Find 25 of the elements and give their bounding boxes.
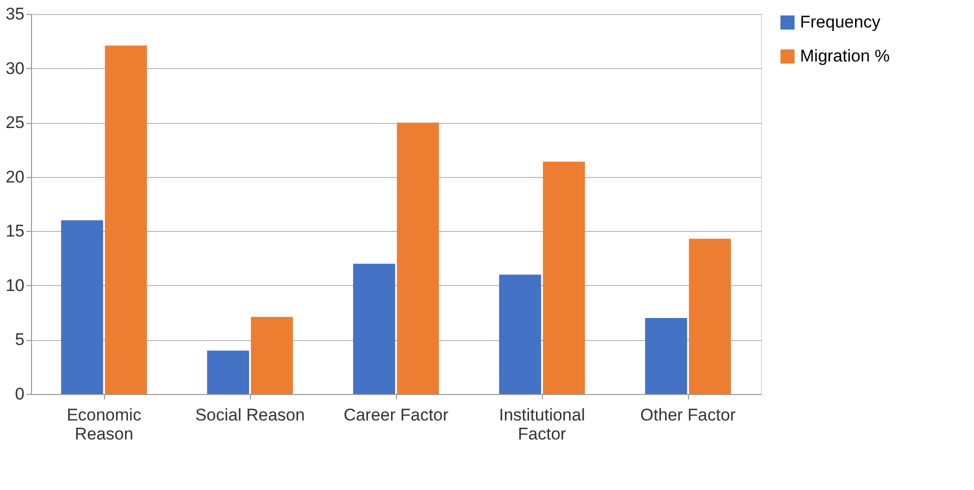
bar — [688, 238, 731, 394]
x-tick-label: Social Reason — [195, 406, 305, 424]
y-tick-label: 20 — [6, 167, 24, 186]
bar — [396, 122, 439, 394]
x-tick-label: Career Factor — [344, 406, 449, 424]
bar — [353, 264, 396, 394]
x-tick-label: Economic Reason — [66, 406, 142, 444]
bar — [61, 220, 104, 394]
y-tick-label: 35 — [6, 4, 24, 24]
bar — [207, 350, 250, 394]
y-tick-label: 15 — [6, 222, 24, 241]
y-tick-label: 25 — [6, 113, 24, 132]
x-tick-label: Other Factor — [640, 406, 736, 424]
y-tick-label: 0 — [15, 384, 24, 404]
bar — [499, 274, 542, 394]
legend-label: Frequency — [800, 12, 881, 32]
bar — [542, 162, 585, 394]
legend-label: Migration % — [800, 46, 890, 66]
y-tick-label: 30 — [6, 58, 24, 78]
bar — [250, 316, 293, 394]
y-tick-label: 10 — [6, 276, 24, 295]
bar — [104, 45, 147, 394]
bar — [645, 318, 688, 394]
y-tick-label: 5 — [15, 330, 24, 350]
x-tick-label: Institutional Factor — [499, 406, 585, 444]
